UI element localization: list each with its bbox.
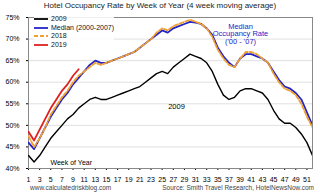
svg-text:51: 51: [303, 176, 311, 182]
html-text:2009: 2009: [51, 15, 67, 22]
svg-text:3: 3: [38, 176, 42, 182]
svg-text:43: 43: [258, 176, 266, 182]
svg-text:33: 33: [203, 176, 211, 182]
svg-text:35: 35: [214, 176, 222, 182]
svg-text:45: 45: [270, 176, 278, 182]
svg-text:55%: 55%: [5, 100, 19, 107]
svg-text:21: 21: [136, 176, 144, 182]
svg-text:39: 39: [236, 176, 244, 182]
svg-text:17: 17: [114, 176, 122, 182]
svg-text:45%: 45%: [5, 143, 19, 150]
svg-text:60%: 60%: [5, 78, 19, 85]
html-text:www.calculatedriskblog.com: www.calculatedriskblog.com: [30, 184, 112, 191]
svg-text:25: 25: [158, 176, 166, 182]
svg-text:75%: 75%: [5, 14, 19, 21]
svg-text:13: 13: [91, 176, 99, 182]
svg-text:49: 49: [292, 176, 300, 182]
svg-text:11: 11: [81, 176, 88, 182]
svg-text:47: 47: [281, 176, 289, 182]
svg-text:23: 23: [147, 176, 155, 182]
svg-text:50%: 50%: [5, 122, 19, 129]
svg-text:65%: 65%: [5, 57, 19, 64]
svg-text:41: 41: [247, 176, 255, 182]
svg-text:Week of Year: Week of Year: [51, 159, 93, 166]
html-text:Median (2000-2007): Median (2000-2007): [51, 23, 114, 31]
svg-text:15: 15: [103, 176, 111, 182]
svg-text:5: 5: [49, 176, 53, 182]
svg-text:7: 7: [60, 176, 64, 182]
svg-text:9: 9: [71, 176, 75, 182]
svg-text:2009: 2009: [168, 102, 185, 111]
html-text:Source: Smith Travel Research,: Source: Smith Travel Research, HotelNews…: [162, 184, 314, 191]
svg-text:19: 19: [125, 176, 133, 182]
svg-text:29: 29: [181, 176, 189, 182]
svg-text:1: 1: [27, 176, 31, 182]
html-text:2018: 2018: [51, 32, 67, 39]
svg-text:37: 37: [225, 176, 233, 182]
html-text:2019: 2019: [51, 40, 67, 48]
html-text:Hotel Occupancy Rate by Week o: Hotel Occupancy Rate by Week of Year (4 …: [43, 1, 277, 10]
svg-text:31: 31: [192, 176, 200, 182]
svg-text:40%: 40%: [5, 165, 19, 172]
svg-text:27: 27: [169, 176, 177, 182]
svg-text:MedianOccupancy Rate('00 - '07: MedianOccupancy Rate('00 - '07): [213, 22, 268, 46]
svg-text:70%: 70%: [5, 35, 19, 42]
